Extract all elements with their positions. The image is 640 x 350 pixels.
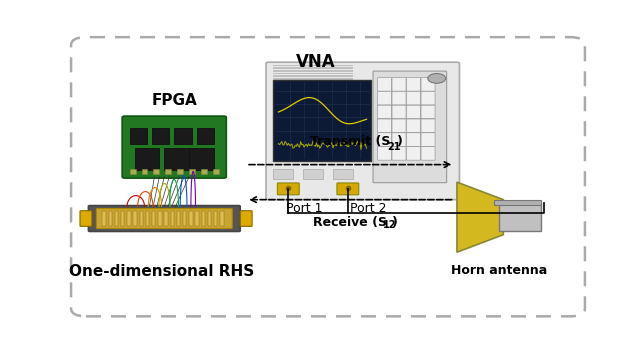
Bar bbox=[213, 169, 219, 174]
FancyBboxPatch shape bbox=[406, 91, 420, 105]
FancyBboxPatch shape bbox=[240, 211, 252, 226]
FancyBboxPatch shape bbox=[337, 183, 359, 195]
Text: ): ) bbox=[392, 216, 397, 229]
FancyBboxPatch shape bbox=[122, 116, 227, 178]
FancyBboxPatch shape bbox=[174, 128, 191, 144]
FancyBboxPatch shape bbox=[378, 91, 392, 105]
Text: Horn antenna: Horn antenna bbox=[451, 264, 547, 277]
FancyBboxPatch shape bbox=[421, 119, 435, 133]
Text: Transmit (S: Transmit (S bbox=[310, 135, 390, 148]
Bar bbox=[140, 211, 143, 226]
FancyBboxPatch shape bbox=[152, 128, 169, 144]
Bar bbox=[146, 211, 149, 226]
Text: Receive (S: Receive (S bbox=[314, 216, 387, 229]
FancyBboxPatch shape bbox=[378, 133, 392, 146]
Bar bbox=[303, 169, 323, 180]
Bar bbox=[201, 169, 207, 174]
Bar bbox=[202, 211, 205, 226]
FancyBboxPatch shape bbox=[378, 119, 392, 133]
Bar bbox=[129, 169, 136, 174]
Bar bbox=[273, 67, 353, 69]
FancyBboxPatch shape bbox=[392, 147, 406, 160]
Polygon shape bbox=[457, 182, 503, 252]
FancyBboxPatch shape bbox=[266, 62, 460, 200]
Bar bbox=[208, 211, 211, 226]
FancyBboxPatch shape bbox=[392, 133, 406, 146]
Bar bbox=[273, 73, 353, 74]
FancyBboxPatch shape bbox=[406, 78, 420, 91]
Text: 12: 12 bbox=[383, 220, 396, 230]
Text: VNA: VNA bbox=[296, 53, 335, 71]
FancyBboxPatch shape bbox=[378, 147, 392, 160]
FancyBboxPatch shape bbox=[421, 91, 435, 105]
Text: ): ) bbox=[396, 135, 403, 148]
FancyBboxPatch shape bbox=[129, 128, 147, 144]
Bar bbox=[165, 169, 172, 174]
FancyBboxPatch shape bbox=[392, 105, 406, 119]
Bar bbox=[273, 65, 353, 66]
Bar bbox=[177, 211, 180, 226]
FancyBboxPatch shape bbox=[406, 133, 420, 146]
Bar bbox=[121, 211, 124, 226]
FancyBboxPatch shape bbox=[406, 119, 420, 133]
Bar bbox=[333, 169, 353, 180]
Text: 21: 21 bbox=[388, 142, 401, 153]
FancyBboxPatch shape bbox=[378, 78, 392, 91]
FancyBboxPatch shape bbox=[421, 133, 435, 146]
Bar bbox=[164, 211, 168, 226]
Text: FPGA: FPGA bbox=[152, 93, 197, 108]
Bar bbox=[109, 211, 112, 226]
Bar bbox=[152, 211, 156, 226]
Bar bbox=[154, 169, 159, 174]
FancyBboxPatch shape bbox=[97, 209, 232, 229]
FancyBboxPatch shape bbox=[494, 200, 541, 204]
Bar bbox=[158, 211, 161, 226]
FancyBboxPatch shape bbox=[406, 105, 420, 119]
FancyBboxPatch shape bbox=[378, 105, 392, 119]
FancyBboxPatch shape bbox=[392, 78, 406, 91]
Bar bbox=[195, 211, 199, 226]
Bar bbox=[183, 211, 186, 226]
FancyBboxPatch shape bbox=[80, 211, 92, 226]
FancyBboxPatch shape bbox=[134, 148, 159, 170]
FancyBboxPatch shape bbox=[88, 205, 240, 231]
Bar bbox=[273, 75, 353, 77]
Bar bbox=[189, 169, 195, 174]
Bar bbox=[189, 211, 193, 226]
Bar bbox=[273, 70, 353, 72]
FancyBboxPatch shape bbox=[277, 183, 300, 195]
Bar bbox=[133, 211, 137, 226]
Bar bbox=[214, 211, 218, 226]
Text: Port 2: Port 2 bbox=[350, 202, 387, 215]
Bar bbox=[127, 211, 131, 226]
FancyBboxPatch shape bbox=[392, 91, 406, 105]
FancyBboxPatch shape bbox=[189, 148, 214, 170]
FancyBboxPatch shape bbox=[406, 147, 420, 160]
FancyBboxPatch shape bbox=[164, 148, 189, 170]
Bar bbox=[170, 211, 174, 226]
Bar bbox=[220, 211, 223, 226]
FancyBboxPatch shape bbox=[373, 71, 447, 183]
Bar bbox=[273, 78, 353, 80]
FancyBboxPatch shape bbox=[273, 80, 371, 161]
FancyBboxPatch shape bbox=[421, 147, 435, 160]
FancyBboxPatch shape bbox=[196, 128, 214, 144]
Bar bbox=[177, 169, 183, 174]
FancyBboxPatch shape bbox=[71, 37, 585, 316]
FancyBboxPatch shape bbox=[499, 203, 541, 231]
FancyBboxPatch shape bbox=[421, 105, 435, 119]
Bar bbox=[115, 211, 118, 226]
Bar bbox=[141, 169, 147, 174]
Bar bbox=[273, 169, 293, 180]
Circle shape bbox=[428, 74, 445, 83]
Bar bbox=[102, 211, 106, 226]
Text: Port 1: Port 1 bbox=[286, 202, 323, 215]
FancyBboxPatch shape bbox=[392, 119, 406, 133]
Text: One-dimensional RHS: One-dimensional RHS bbox=[69, 264, 255, 279]
FancyBboxPatch shape bbox=[421, 78, 435, 91]
